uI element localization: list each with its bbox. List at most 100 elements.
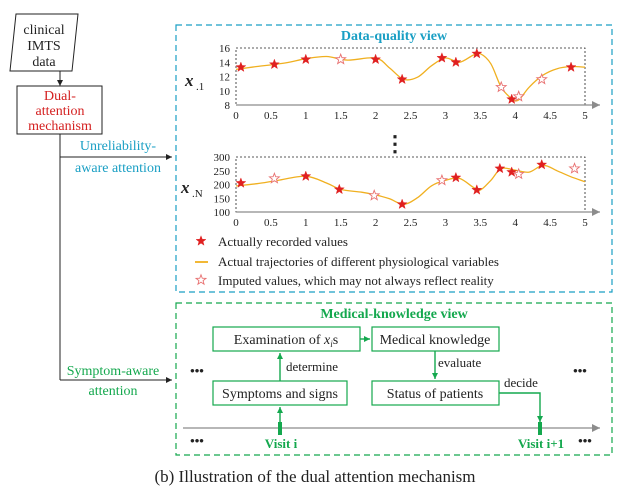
ellipsis-right-bottom: ••• bbox=[578, 433, 592, 448]
dual-attention-node: Dual- attention mechanism bbox=[16, 85, 103, 135]
chart-x1-marks bbox=[235, 47, 577, 104]
chart-x1: 0 0.5 1 1.5 2 2.5 3 3.5 4 4.5 5 8 10 12 14 16 bbox=[219, 43, 600, 122]
chart-x1-x-tick-label: 0.5 bbox=[264, 110, 278, 122]
decide-label: decide bbox=[504, 375, 538, 390]
status-node: Status of patients bbox=[371, 380, 500, 406]
chart-xN-x-ticks: 0 0.5 1 1.5 2 2.5 3 3.5 4 4.5 5 bbox=[233, 217, 588, 229]
figure-caption: (b) Illustration of the dual attention m… bbox=[154, 467, 475, 486]
chart-x1-imputed-point bbox=[495, 80, 508, 93]
legend: Actually recorded values Actual trajecto… bbox=[194, 234, 499, 288]
legend-imputed-star-icon bbox=[194, 273, 208, 286]
chart-x1-recorded-point bbox=[506, 93, 518, 104]
chart-xN-x-tick-label: 1 bbox=[303, 217, 309, 229]
varN-subscript: .N bbox=[192, 188, 203, 200]
medical-knowledge-node: Medical knowledge bbox=[371, 326, 500, 352]
input-line-3: data bbox=[32, 55, 56, 70]
chart-xN-imputed-point bbox=[268, 171, 281, 184]
chart-xN-imputed-point bbox=[512, 167, 525, 180]
medical-knowledge-title: Medical-knowledge view bbox=[320, 307, 468, 322]
ellipsis-right-top: ••• bbox=[573, 363, 587, 378]
chart-xN-marks bbox=[235, 158, 581, 209]
chart-xN-x-tick-label: 2.5 bbox=[404, 217, 418, 229]
chart-x1-x-ticks: 0 0.5 1 1.5 2 2.5 3 3.5 4 4.5 5 bbox=[233, 110, 588, 122]
legend-recorded-star-icon bbox=[195, 235, 207, 246]
legend-imputed-label: Imputed values, which may not always ref… bbox=[218, 273, 494, 288]
chart-xN-x-tick-label: 0.5 bbox=[264, 217, 278, 229]
chart-xN-imputed-point bbox=[368, 189, 381, 201]
symptom-line-2: attention bbox=[89, 384, 138, 399]
chart-xN-x-tick-label: 2 bbox=[373, 217, 379, 229]
chart-x1-recorded-point bbox=[396, 73, 408, 85]
mechanism-line-3: mechanism bbox=[28, 119, 92, 134]
chart-x1-imputed-point bbox=[334, 52, 347, 65]
chart-xN-y-tick-label: 300 bbox=[214, 152, 231, 164]
chart-xN-y-tick-label: 100 bbox=[214, 207, 231, 219]
chart-x1-x-tick-label: 3 bbox=[443, 110, 449, 122]
chart-xN-x-tick-label: 4 bbox=[512, 217, 518, 229]
ellipsis-left-bottom: ••• bbox=[190, 433, 204, 448]
chart-xN-recorded-point bbox=[536, 158, 548, 170]
chart-x1-frame bbox=[235, 47, 586, 106]
chart-xN-y-tick-label: 250 bbox=[214, 166, 231, 178]
chart-x1-recorded-point bbox=[436, 52, 448, 63]
unreliability-line-2: aware attention bbox=[75, 161, 161, 176]
data-quality-title: Data-quality view bbox=[341, 29, 448, 44]
decide-arrow bbox=[499, 392, 543, 422]
chart-x1-recorded-point bbox=[450, 56, 462, 67]
input-data-node: clinical IMTS data bbox=[9, 13, 79, 72]
chart-x1-x-tick-label: 4 bbox=[512, 110, 518, 122]
chart-x1-x-tick-label: 2.5 bbox=[404, 110, 418, 122]
ellipsis-left-top: ••• bbox=[190, 363, 204, 378]
chart-x1-x-tick-label: 1.5 bbox=[334, 110, 348, 122]
chart-x1-imputed-point bbox=[535, 72, 548, 85]
chart-x1-recorded-point bbox=[471, 47, 483, 59]
chart-xN-x-tick-label: 5 bbox=[582, 217, 588, 229]
input-line-2: IMTS bbox=[27, 39, 60, 54]
examination-label: Examination of xis bbox=[234, 333, 338, 349]
medical-knowledge-view: Medical-knowledge view Examination of xi… bbox=[175, 302, 613, 456]
chart-x1-imputed-point bbox=[512, 89, 525, 102]
chart-xN-trajectory bbox=[235, 164, 586, 205]
status-label: Status of patients bbox=[387, 387, 483, 402]
visit-i1-label: Visit i+1 bbox=[518, 436, 564, 451]
symptoms-label: Symptoms and signs bbox=[222, 387, 338, 402]
medical-knowledge-frame bbox=[175, 302, 613, 456]
chart-x1-recorded-point bbox=[565, 61, 577, 72]
chart-x1-x-tick-label: 4.5 bbox=[543, 110, 557, 122]
chart-x1-y-tick-label: 16 bbox=[219, 43, 231, 55]
chart-xN-recorded-point bbox=[396, 198, 408, 209]
vertical-dots: ⋮ bbox=[384, 131, 406, 156]
data-quality-frame bbox=[175, 24, 613, 293]
chart-xN-x-tick-label: 3 bbox=[443, 217, 449, 229]
chart-x1-y-tick-label: 14 bbox=[219, 57, 231, 69]
data-quality-view: Data-quality view 0 0.5 1 1.5 2 2.5 3 3.5 4 4.5 5 … bbox=[175, 24, 613, 293]
unreliability-line-1: Unreliability- bbox=[80, 139, 157, 154]
var1-subscript: .1 bbox=[196, 81, 204, 93]
chart-xN-imputed-point bbox=[568, 162, 581, 174]
legend-trajectory-label: Actual trajectories of different physiol… bbox=[218, 254, 499, 269]
chart-x1-trajectory bbox=[235, 52, 586, 102]
mechanism-line-2: attention bbox=[36, 104, 85, 119]
symptom-line-1: Symptom-aware bbox=[67, 364, 160, 379]
visit-i-label: Visit i bbox=[265, 436, 298, 451]
chart-x1-x-tick-label: 3.5 bbox=[473, 110, 487, 122]
medical-knowledge-label: Medical knowledge bbox=[380, 333, 491, 348]
varN-label: x bbox=[180, 178, 190, 197]
chart-x1-x-tick-label: 0 bbox=[233, 110, 239, 122]
mechanism-line-1: Dual- bbox=[44, 89, 76, 104]
chart-xN-recorded-point bbox=[235, 177, 247, 188]
chart-x1-recorded-point bbox=[300, 53, 312, 65]
chart-x1-y-tick-label: 8 bbox=[225, 100, 231, 112]
legend-recorded-label: Actually recorded values bbox=[218, 234, 348, 249]
chart-xN-x-tick-label: 4.5 bbox=[543, 217, 557, 229]
chart-xN-x-tick-label: 3.5 bbox=[473, 217, 487, 229]
chart-x1-y-tick-label: 12 bbox=[219, 72, 230, 84]
chart-xN-y-tick-label: 150 bbox=[214, 193, 231, 205]
chart-x1-recorded-point bbox=[235, 61, 247, 72]
chart-xN-recorded-point bbox=[450, 171, 462, 183]
chart-xN-frame bbox=[235, 156, 586, 213]
chart-xN-recorded-point bbox=[494, 162, 506, 174]
chart-x1-x-tick-label: 1 bbox=[303, 110, 309, 122]
